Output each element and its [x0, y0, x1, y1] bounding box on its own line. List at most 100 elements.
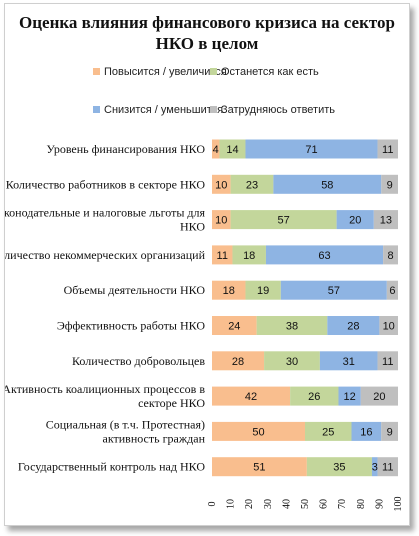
x-tick-label: 100	[393, 497, 404, 512]
bar-законодательные-и-налоговые-ль-s4	[373, 210, 398, 230]
bar-количество-добровольцев-s2	[264, 351, 320, 371]
bar-государственный-контроль-над-н-s3	[371, 457, 378, 477]
legend-label-2: Останется как есть	[221, 66, 319, 78]
data-label: 25	[322, 426, 334, 438]
data-label: 10	[215, 179, 227, 191]
bar-уровень-финансирования-нко-s3	[245, 139, 378, 159]
bar-объемы-деятельности-нко-s2	[245, 280, 281, 300]
data-label: 26	[308, 391, 320, 403]
data-label: 28	[232, 356, 244, 368]
bar-объемы-деятельности-нко-s3	[280, 280, 387, 300]
bar-количество-добровольцев-s4	[377, 351, 398, 371]
bar-государственный-контроль-над-н-s4	[377, 457, 398, 477]
x-tick-label: 40	[281, 499, 292, 509]
bar-уровень-финансирования-нко-s2	[219, 139, 246, 159]
data-label: 42	[245, 391, 257, 403]
data-label: 16	[360, 426, 372, 438]
bar-объемы-деятельности-нко-s4	[386, 280, 398, 300]
chart-title: Оценка влияния финансового кризиса на се…	[19, 13, 395, 53]
x-tick-label: 20	[244, 499, 255, 509]
bar-активность-коалиционных-процес-s3	[338, 386, 361, 406]
data-label: 3	[372, 462, 378, 474]
category-label-9: Социальная (в т.ч. Протестная) активность…	[46, 417, 206, 445]
data-label: 4	[213, 144, 219, 156]
legend-label-4: Затрудняюсь ответить	[221, 104, 335, 116]
data-label: 11	[382, 462, 393, 474]
bar-законодательные-и-налоговые-ль-s2	[230, 210, 337, 230]
bar-эффективность-работы-нко-s1	[212, 316, 257, 335]
data-label: 35	[333, 462, 345, 474]
legend-swatch-1	[93, 68, 100, 75]
legend-swatch-4	[210, 106, 217, 113]
data-label: 71	[305, 144, 317, 156]
legend-label-1: Повысится / увеличится	[104, 66, 227, 78]
data-label: 9	[387, 179, 393, 191]
bar-социальная-в-т-ч-протестная-ак-s4	[381, 421, 398, 441]
bar-объемы-деятельности-нко-s1	[212, 280, 246, 300]
bar-эффективность-работы-нко-s2	[256, 316, 328, 335]
data-label: 57	[328, 285, 340, 297]
bar-количество-работников-в-сектор-s1	[212, 174, 231, 194]
bar-количество-некоммерческих-орга-s3	[265, 245, 384, 265]
legend-swatch-2	[210, 68, 217, 75]
data-label: 20	[373, 391, 385, 403]
category-label-7: Количество добровольцев	[72, 354, 205, 368]
data-label: 10	[215, 215, 227, 227]
data-label: 51	[253, 462, 265, 474]
bar-количество-некоммерческих-орга-s4	[383, 245, 398, 265]
x-tick-label: 90	[374, 499, 385, 509]
data-label: 58	[321, 179, 333, 191]
bar-социальная-в-т-ч-протестная-ак-s3	[351, 421, 382, 441]
bar-эффективность-работы-нко-s3	[327, 316, 380, 335]
bar-активность-коалиционных-процес-s2	[290, 386, 339, 406]
data-label: 10	[383, 321, 395, 333]
bar-социальная-в-т-ч-протестная-ак-s1	[212, 421, 305, 441]
data-label: 18	[243, 250, 255, 262]
x-tick-label: 30	[263, 499, 274, 509]
data-label: 11	[382, 356, 393, 368]
bar-уровень-финансирования-нко-s4	[377, 139, 398, 159]
data-label: 50	[252, 426, 264, 438]
data-label: 12	[344, 391, 356, 403]
x-tick-label: 70	[337, 499, 348, 509]
data-label: 6	[389, 285, 395, 297]
data-label: 57	[277, 215, 289, 227]
data-label: 30	[286, 356, 298, 368]
data-label: 31	[343, 356, 355, 368]
bar-государственный-контроль-над-н-s2	[306, 457, 372, 477]
data-label: 14	[226, 144, 238, 156]
data-label: 23	[246, 179, 258, 191]
bar-количество-добровольцев-s1	[212, 351, 265, 371]
x-tick-label: 50	[300, 499, 311, 509]
data-label: 63	[318, 250, 330, 262]
bar-государственный-контроль-над-н-s1	[212, 457, 307, 477]
bar-количество-некоммерческих-орга-s2	[232, 245, 266, 265]
bar-уровень-финансирования-нко-s1	[212, 139, 220, 159]
bar-количество-некоммерческих-орга-s1	[212, 245, 233, 265]
bar-активность-коалиционных-процес-s4	[360, 386, 398, 406]
category-label-10: Государственный контроль над НКО	[18, 460, 205, 474]
data-label: 11	[382, 144, 393, 156]
bar-эффективность-работы-нко-s4	[379, 316, 398, 335]
bar-количество-работников-в-сектор-s3	[273, 174, 382, 194]
data-label: 19	[257, 285, 269, 297]
category-label-2: Количество работников в секторе НКО	[6, 177, 206, 191]
bar-количество-работников-в-сектор-s2	[230, 174, 274, 194]
x-tick-label: 80	[356, 499, 367, 509]
legend-swatch-3	[93, 106, 100, 113]
x-tick-label: 0	[207, 502, 218, 507]
data-label: 8	[387, 250, 393, 262]
data-label: 11	[217, 250, 228, 262]
data-label: 20	[349, 215, 361, 227]
data-label: 9	[387, 426, 393, 438]
data-label: 24	[228, 321, 240, 333]
data-label: 13	[380, 215, 392, 227]
bar-количество-работников-в-сектор-s4	[381, 174, 398, 194]
bar-социальная-в-т-ч-протестная-ак-s2	[305, 421, 352, 441]
x-tick-label: 60	[319, 499, 330, 509]
category-label-6: Эффективность работы НКО	[57, 319, 205, 333]
bar-количество-добровольцев-s3	[319, 351, 378, 371]
x-tick-label: 10	[226, 499, 237, 509]
category-label-5: Объемы деятельности НКО	[64, 283, 206, 297]
